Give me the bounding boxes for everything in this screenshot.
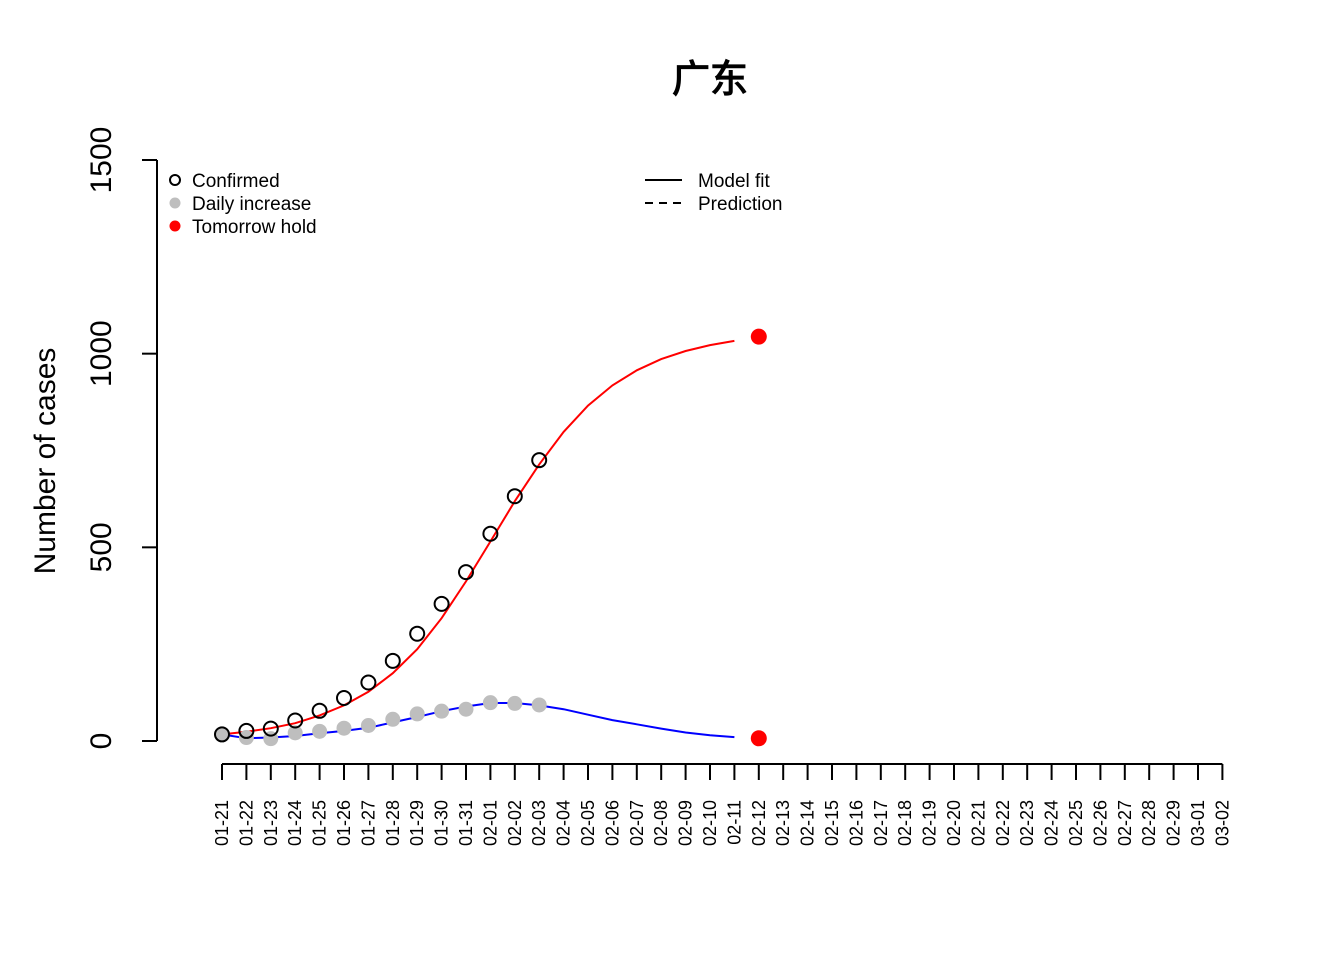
x-tick-label: 01-29 <box>407 800 427 846</box>
x-tick-label: 02-05 <box>578 800 598 846</box>
data-point-daily-increase <box>458 701 474 717</box>
y-axis-label: Number of cases <box>29 348 62 575</box>
x-tick-label: 02-04 <box>554 800 574 846</box>
x-tick-label: 02-24 <box>1042 800 1062 846</box>
x-tick-label: 02-18 <box>895 800 915 846</box>
y-tick-label: 0 <box>85 733 118 750</box>
data-point-daily-increase <box>214 726 230 742</box>
x-axis: 01-21 01-22 01-23 01-24 01-25 01-26 01-27 01-28… <box>212 763 1232 846</box>
x-tick-label: 01-21 <box>212 800 232 846</box>
data-point-confirmed <box>433 595 450 612</box>
data-point-confirmed <box>214 726 230 743</box>
x-tick-label: 02-21 <box>968 800 988 846</box>
data-point-confirmed <box>482 525 499 542</box>
data-point-daily-increase <box>482 695 498 711</box>
data-point-daily-increase <box>531 697 547 713</box>
x-tick-label: 01-27 <box>358 800 378 846</box>
x-tick-label: 02-13 <box>773 800 793 846</box>
x-tick-label: 02-22 <box>993 800 1013 846</box>
legend-marker <box>169 220 181 232</box>
data-point-confirmed <box>506 488 523 505</box>
x-tick-label: 02-16 <box>846 800 866 846</box>
data-point-confirmed <box>360 674 377 691</box>
x-tick-label: 03-01 <box>1188 800 1208 846</box>
data-point-daily-increase <box>507 695 523 711</box>
chart-title: 广东 <box>672 57 748 101</box>
x-tick-label: 02-06 <box>602 800 622 846</box>
x-tick-label: 02-14 <box>798 800 818 846</box>
x-tick-label: 02-26 <box>1090 800 1110 846</box>
legend-label: Confirmed <box>192 171 280 192</box>
data-point-daily-increase <box>360 718 376 734</box>
y-axis: 0 500 1000 1500 <box>85 127 158 750</box>
x-tick-label: 01-31 <box>456 800 476 846</box>
data-point-confirmed <box>458 564 474 581</box>
legend-label: Tomorrow hold <box>192 217 317 238</box>
x-tick-label: 02-08 <box>651 800 671 846</box>
data-point-daily-increase <box>385 711 401 727</box>
legend-label: Model fit <box>698 171 771 192</box>
data-point-confirmed <box>531 452 548 469</box>
x-tick-label: 02-28 <box>1139 800 1159 846</box>
x-tick-label: 01-30 <box>432 800 452 846</box>
data-point-confirmed <box>336 690 352 707</box>
x-tick-label: 02-20 <box>944 800 964 846</box>
data-point-confirmed <box>287 712 304 729</box>
x-tick-label: 01-28 <box>383 800 403 846</box>
legend-marker <box>169 197 181 209</box>
data-point-tomorrow-hold <box>750 730 767 747</box>
y-tick-label: 500 <box>85 522 118 572</box>
x-tick-label: 02-12 <box>749 800 769 846</box>
y-tick-label: 1500 <box>85 127 118 194</box>
x-tick-label: 02-23 <box>1017 800 1037 846</box>
data-point-tomorrow-hold <box>750 328 767 345</box>
x-tick-label: 02-25 <box>1066 800 1086 846</box>
data-point-confirmed <box>262 720 279 737</box>
data-point-daily-increase <box>312 723 328 739</box>
y-tick-label: 1000 <box>85 320 118 387</box>
data-point-confirmed <box>311 702 328 719</box>
x-tick-label: 01-26 <box>334 800 354 846</box>
x-tick-label: 02-07 <box>627 800 647 846</box>
x-tick-label: 02-19 <box>920 800 940 846</box>
x-tick-label: 02-02 <box>505 800 525 846</box>
x-tick-label: 02-03 <box>529 800 549 846</box>
data-point-confirmed <box>409 625 426 642</box>
x-tick-label: 02-29 <box>1164 800 1184 846</box>
series-line <box>221 702 735 740</box>
x-tick-label: 01-24 <box>285 800 305 846</box>
data-point-confirmed <box>238 722 255 739</box>
x-tick-label: 03-02 <box>1212 800 1232 846</box>
x-tick-label: 02-09 <box>676 800 696 846</box>
x-tick-label: 02-17 <box>871 800 891 846</box>
x-tick-label: 01-25 <box>310 800 330 846</box>
x-tick-label: 02-27 <box>1115 800 1135 846</box>
series-line <box>221 339 735 736</box>
x-tick-label: 01-23 <box>261 800 281 846</box>
legend-label: Daily increase <box>192 194 311 215</box>
data-point-confirmed <box>384 652 401 669</box>
data-point-daily-increase <box>409 706 425 722</box>
plot-area <box>214 328 767 747</box>
x-tick-label: 02-15 <box>822 800 842 846</box>
data-point-daily-increase <box>287 725 303 741</box>
legend-marker <box>169 174 181 186</box>
data-point-daily-increase <box>336 720 352 736</box>
data-point-daily-increase <box>434 703 450 719</box>
x-tick-label: 01-22 <box>236 800 256 846</box>
x-tick-label: 02-11 <box>724 800 744 845</box>
legend-label: Prediction <box>698 194 783 215</box>
x-tick-label: 02-10 <box>700 800 720 846</box>
x-tick-label: 02-01 <box>480 800 500 846</box>
